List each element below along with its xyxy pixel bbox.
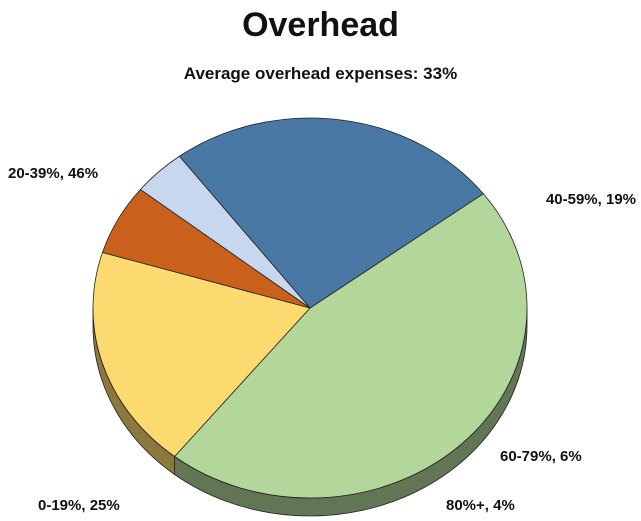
slice-label-40-59: 40-59%, 19% <box>546 191 636 208</box>
pie-slices <box>92 117 528 499</box>
slice-label-60-79: 60-79%, 6% <box>500 448 582 465</box>
slice-20-39 <box>174 193 528 499</box>
pie-labels: 20-39%, 46% 40-59%, 19% 60-79%, 6% 80%+, 4%… <box>8 165 636 514</box>
chart-title: Overhead <box>242 6 399 44</box>
chart-subtitle: Average overhead expenses: 33% <box>183 64 458 83</box>
slice-0-19 <box>178 117 484 309</box>
slice-label-20-39: 20-39%, 46% <box>8 165 98 182</box>
slice-label-0-19: 0-19%, 25% <box>38 497 120 514</box>
slice-40-59 <box>92 251 311 458</box>
slice-label-80: 80%+, 4% <box>446 497 515 514</box>
